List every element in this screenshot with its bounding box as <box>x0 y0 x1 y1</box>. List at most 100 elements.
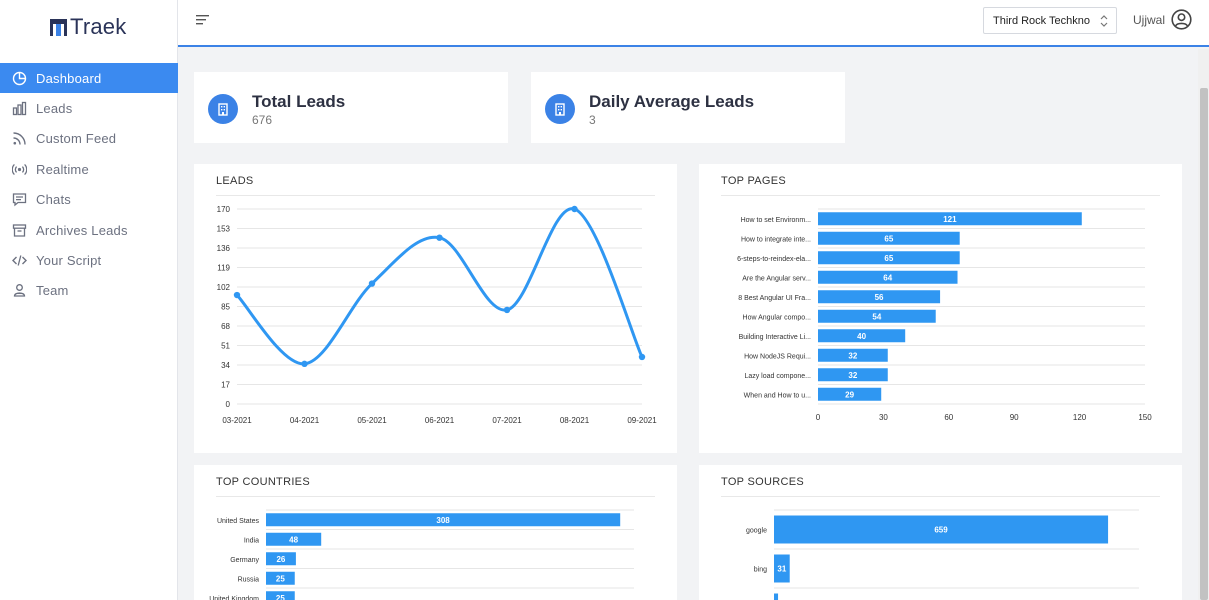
bar-value-label: 308 <box>436 516 450 525</box>
bar-value-label: 25 <box>276 594 285 600</box>
category-label: Russia <box>238 576 260 583</box>
divider <box>721 195 1160 196</box>
x-tick-label: 30 <box>879 413 888 422</box>
sidebar-item-label: Leads <box>36 101 73 117</box>
bar <box>774 554 790 583</box>
bar <box>818 348 888 362</box>
bar-value-label: 121 <box>943 215 957 224</box>
leads-series-line <box>235 207 644 366</box>
sidebar-item-your-script[interactable]: Your Script <box>0 245 178 275</box>
top-countries-bar-chart: United States 308 India 48 Germany 26 Russia 25… <box>209 509 634 600</box>
category-label: 6-steps-to-reindex-ela... <box>737 256 811 263</box>
category-label: How Angular compo... <box>743 314 812 321</box>
top-bar: Third Rock Techkno Ujjwal <box>178 0 1209 47</box>
leads-data-point <box>233 291 241 299</box>
user-name[interactable]: Ujjwal <box>1133 13 1166 27</box>
x-tick-label: 60 <box>944 413 953 422</box>
user-avatar-icon[interactable] <box>1171 9 1192 30</box>
total-leads-value: 676 <box>252 113 273 127</box>
x-tick-label: 07-2021 <box>492 416 522 425</box>
bar <box>266 513 621 527</box>
pie-chart-icon <box>12 71 27 85</box>
y-tick-label: 119 <box>217 264 230 273</box>
divider <box>216 496 655 497</box>
company-select[interactable]: Third Rock Techkno <box>983 7 1117 34</box>
bar <box>818 251 960 265</box>
x-tick-label: 90 <box>1010 413 1019 422</box>
daily-average-leads-value: 3 <box>589 113 596 127</box>
top-pages-bar-chart: 0 30 60 90 120 150 How to set Environm... 121 Ho… <box>737 208 1152 422</box>
sidebar-item-team[interactable]: Team <box>0 276 178 306</box>
leads-data-point <box>503 306 511 314</box>
bar-value-label: 25 <box>276 574 285 583</box>
daily-average-leads-card: Daily Average Leads 3 <box>531 72 845 143</box>
bar <box>818 329 906 343</box>
bar-value-label: 64 <box>883 273 892 282</box>
app-logo[interactable]: Traek <box>50 14 126 40</box>
bar-value-label: 65 <box>884 234 893 243</box>
broadcast-icon <box>12 163 27 175</box>
top-countries-card: TOP COUNTRIES United States 308 India 48 Ger… <box>194 465 677 600</box>
sidebar-item-chats[interactable]: Chats <box>0 185 178 215</box>
category-label: How to set Environm... <box>741 217 811 224</box>
bar <box>818 212 1082 226</box>
bar-value-label: 31 <box>777 565 786 574</box>
bar <box>818 309 936 323</box>
sidebar-item-label: Your Script <box>36 253 102 269</box>
x-tick-label: 04-2021 <box>290 416 320 425</box>
bar-value-label: 32 <box>848 351 857 360</box>
category-label: Lazy load compone... <box>744 373 811 380</box>
bar-value-label: 29 <box>845 390 854 399</box>
menu-toggle-icon[interactable] <box>196 14 210 26</box>
top-sources-bar-chart: google 659 bing 31 <box>746 509 1139 600</box>
y-tick-label: 153 <box>217 225 231 234</box>
leads-chart-card: LEADS 0 17 34 51 68 85 102 119 136 153 170 03-2021 0… <box>194 164 677 453</box>
bar-value-label: 26 <box>276 555 285 564</box>
bar-value-label: 56 <box>875 293 884 302</box>
sidebar-item-label: Archives Leads <box>36 222 128 238</box>
bar-value-label: 54 <box>872 312 881 321</box>
team-icon <box>13 284 26 298</box>
category-label: United Kingdom <box>209 596 259 600</box>
bar-value-label: 40 <box>857 332 866 341</box>
sidebar-item-archives-leads[interactable]: Archives Leads <box>0 215 178 245</box>
leads-chart-title: LEADS <box>216 175 254 187</box>
divider <box>721 496 1160 497</box>
sidebar-nav: Dashboard Leads Custom Feed Realtime Chats Ar… <box>0 63 178 306</box>
y-tick-label: 68 <box>221 322 230 331</box>
y-tick-label: 0 <box>226 400 231 409</box>
sidebar-item-leads[interactable]: Leads <box>0 93 178 123</box>
sidebar-item-realtime[interactable]: Realtime <box>0 154 178 184</box>
x-tick-label: 06-2021 <box>425 416 455 425</box>
category-label: How to integrate inte... <box>741 236 811 243</box>
top-countries-title: TOP COUNTRIES <box>216 476 310 488</box>
bar <box>818 231 960 245</box>
sidebar-item-label: Custom Feed <box>36 131 117 147</box>
y-tick-label: 102 <box>217 283 231 292</box>
y-tick-label: 170 <box>217 205 231 214</box>
sidebar-item-dashboard[interactable]: Dashboard <box>0 63 178 94</box>
sidebar: Traek Dashboard Leads Custom Feed Realtime C… <box>0 0 178 600</box>
category-label: United States <box>217 518 260 525</box>
sidebar-item-label: Dashboard <box>36 70 102 86</box>
total-leads-card: Total Leads 676 <box>194 72 508 143</box>
company-select-value: Third Rock Techkno <box>993 14 1091 27</box>
top-pages-card: TOP PAGES 0 30 60 90 120 150 How to set Enviro… <box>699 164 1182 453</box>
bar <box>266 571 295 585</box>
bar <box>818 387 882 401</box>
y-tick-label: 136 <box>217 244 231 253</box>
bar-value-label: 65 <box>884 254 893 263</box>
select-arrows-icon <box>1100 15 1108 27</box>
bar <box>818 290 941 304</box>
building-icon <box>545 94 575 124</box>
total-leads-title: Total Leads <box>252 92 346 111</box>
scrollbar-thumb[interactable] <box>1200 88 1208 600</box>
bar <box>266 591 295 600</box>
rss-icon <box>13 132 26 146</box>
x-tick-label: 150 <box>1138 413 1152 422</box>
category-label: Are the Angular serv... <box>742 275 811 282</box>
category-label: Germany <box>230 557 259 564</box>
bar <box>266 532 322 546</box>
sidebar-item-custom-feed[interactable]: Custom Feed <box>0 124 178 154</box>
category-label: India <box>244 537 259 544</box>
